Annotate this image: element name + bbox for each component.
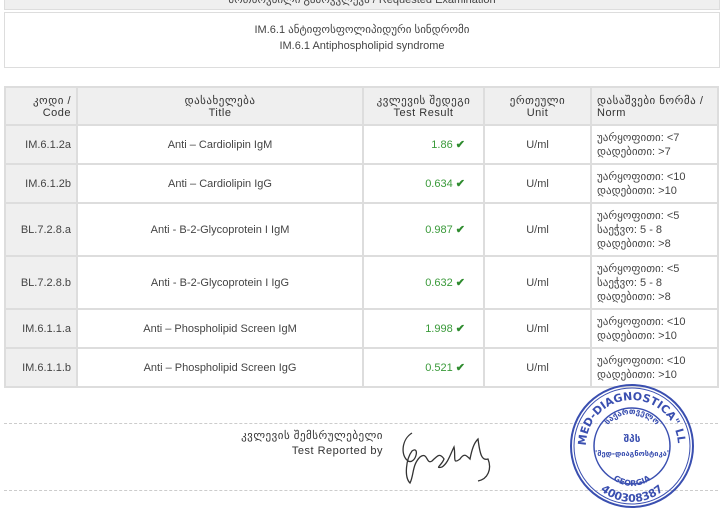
norm-line: დადებითი: >10 xyxy=(597,368,677,381)
table-row: BL.7.2.8.b Anti - B-2-Glycoprotein I IgG… xyxy=(4,255,719,310)
code-cell: BL.7.2.8.b xyxy=(4,255,78,310)
svg-text:შპს: შპს xyxy=(624,433,641,445)
header-ka: დასაშვები ნორმა / xyxy=(597,94,704,107)
result-cell: 0.634 ✔ xyxy=(362,163,485,204)
norm-line: საეჭვო: 5 - 8 xyxy=(597,276,663,289)
title-cell: Anti - B-2-Glycoprotein I IgG xyxy=(76,255,364,310)
header-en: Unit xyxy=(526,106,549,119)
header-en: Test Result xyxy=(393,106,454,119)
exam-title-en: IM.6.1 Antiphospholipid syndrome xyxy=(279,40,445,52)
company-stamp: "MED-DIAGNOSTICA" LLC 400308387 საქართვე… xyxy=(568,382,694,508)
norm-line: უარყოფითი: <10 xyxy=(597,354,686,367)
norm-line: დადებითი: >7 xyxy=(597,145,671,158)
header-en: Code xyxy=(42,106,71,119)
unit-cell: U/ml xyxy=(483,202,592,257)
code-cell: IM.6.1.2a xyxy=(4,124,78,165)
unit-cell: U/ml xyxy=(483,255,592,310)
signature xyxy=(402,432,491,485)
header-ka: დასახელება xyxy=(184,94,256,107)
result-cell: 0.521 ✔ xyxy=(362,347,485,388)
column-header: დასახელება Title xyxy=(76,86,364,126)
unit-cell: U/ml xyxy=(483,308,592,349)
header-ka: კოდი / xyxy=(32,94,71,107)
exam-title-ka: IM.6.1 ანტიფოსფოლიპიდური სინდრომი xyxy=(254,24,470,36)
norm-line: დადებითი: >10 xyxy=(597,184,677,197)
norm-cell: უარყოფითი: <10 დადებითი: >10 xyxy=(590,347,719,388)
unit-cell: U/ml xyxy=(483,124,592,165)
table-row: IM.6.1.2b Anti – Cardiolipin IgG 0.634 ✔… xyxy=(4,163,719,204)
norm-cell: უარყოფითი: <10 დადებითი: >10 xyxy=(590,308,719,349)
norm-cell: უარყოფითი: <10 დადებითი: >10 xyxy=(590,163,719,204)
norm-line: უარყოფითი: <10 xyxy=(597,315,686,328)
header-ka: კვლევის შედეგი xyxy=(376,94,471,107)
check-icon: ✔ xyxy=(455,178,465,190)
table-row: IM.6.1.1.b Anti – Phospholipid Screen Ig… xyxy=(4,347,719,388)
title-cell: Anti – Phospholipid Screen IgM xyxy=(76,308,364,349)
result-cell: 1.86 ✔ xyxy=(362,124,485,165)
table-row: IM.6.1.2a Anti – Cardiolipin IgM 1.86 ✔ … xyxy=(4,124,719,165)
code-cell: IM.6.1.1.b xyxy=(4,347,78,388)
norm-line: უარყოფითი: <7 xyxy=(597,131,680,144)
header-en: Norm xyxy=(597,106,626,119)
results-table: კოდი / Code დასახელება Title კვლევის შედეგი T… xyxy=(4,86,719,388)
reported-by-ka: კვლევის შემსრულებელი xyxy=(241,430,383,442)
reported-by: კვლევის შემსრულებელი Test Reported by xyxy=(241,429,383,459)
result-value: 0.632 xyxy=(425,277,453,289)
norm-line: უარყოფითი: <5 xyxy=(597,262,680,275)
result-cell: 0.987 ✔ xyxy=(362,202,485,257)
check-icon: ✔ xyxy=(455,139,465,151)
column-header: კვლევის შედეგი Test Result xyxy=(362,86,485,126)
check-icon: ✔ xyxy=(455,323,465,335)
table-row: IM.6.1.1.a Anti – Phospholipid Screen Ig… xyxy=(4,308,719,349)
norm-line: დადებითი: >8 xyxy=(597,290,671,303)
svg-text:"მედ-დიაგნოსტიკა": "მედ-დიაგნოსტიკა" xyxy=(593,449,670,458)
check-icon: ✔ xyxy=(455,277,465,289)
norm-line: უარყოფითი: <10 xyxy=(597,170,686,183)
reported-by-en: Test Reported by xyxy=(291,445,383,457)
unit-cell: U/ml xyxy=(483,347,592,388)
norm-line: საეჭვო: 5 - 8 xyxy=(597,223,663,236)
check-icon: ✔ xyxy=(455,224,465,236)
column-header: კოდი / Code xyxy=(4,86,78,126)
code-cell: BL.7.2.8.a xyxy=(4,202,78,257)
result-cell: 1.998 ✔ xyxy=(362,308,485,349)
title-cell: Anti – Phospholipid Screen IgG xyxy=(76,347,364,388)
norm-cell: უარყოფითი: <5 საეჭვო: 5 - 8 დადებითი: >8 xyxy=(590,202,719,257)
column-header: ერთეული Unit xyxy=(483,86,592,126)
result-value: 0.987 xyxy=(425,224,453,236)
footer-box xyxy=(4,423,718,491)
result-value: 1.86 xyxy=(431,139,453,151)
unit-cell: U/ml xyxy=(483,163,592,204)
result-cell: 0.632 ✔ xyxy=(362,255,485,310)
result-value: 0.521 xyxy=(425,362,453,374)
table-row: BL.7.2.8.a Anti - B-2-Glycoprotein I IgM… xyxy=(4,202,719,257)
result-value: 1.998 xyxy=(425,323,453,335)
examination-title-box: IM.6.1 ანტიფოსფოლიპიდური სინდრომი IM.6.1… xyxy=(4,12,720,68)
code-cell: IM.6.1.1.a xyxy=(4,308,78,349)
header-en: Title xyxy=(208,106,232,119)
norm-cell: უარყოფითი: <5 საეჭვო: 5 - 8 დადებითი: >8 xyxy=(590,255,719,310)
title-cell: Anti - B-2-Glycoprotein I IgM xyxy=(76,202,364,257)
norm-line: დადებითი: >8 xyxy=(597,237,671,250)
norm-line: დადებითი: >10 xyxy=(597,329,677,342)
svg-text:GEORGIA: GEORGIA xyxy=(612,473,653,488)
header-ka: ერთეული xyxy=(509,94,566,107)
column-header: დასაშვები ნორმა / Norm xyxy=(590,86,719,126)
norm-cell: უარყოფითი: <7 დადებითი: >7 xyxy=(590,124,719,165)
result-value: 0.634 xyxy=(425,178,453,190)
norm-line: უარყოფითი: <5 xyxy=(597,209,680,222)
title-cell: Anti – Cardiolipin IgG xyxy=(76,163,364,204)
title-cell: Anti – Cardiolipin IgM xyxy=(76,124,364,165)
svg-text:საქართველო: საქართველო xyxy=(603,406,662,427)
check-icon: ✔ xyxy=(455,362,465,374)
requested-examination-header: მოთხოვნილი გამოკვლევა / Requested Examin… xyxy=(4,0,720,10)
code-cell: IM.6.1.2b xyxy=(4,163,78,204)
